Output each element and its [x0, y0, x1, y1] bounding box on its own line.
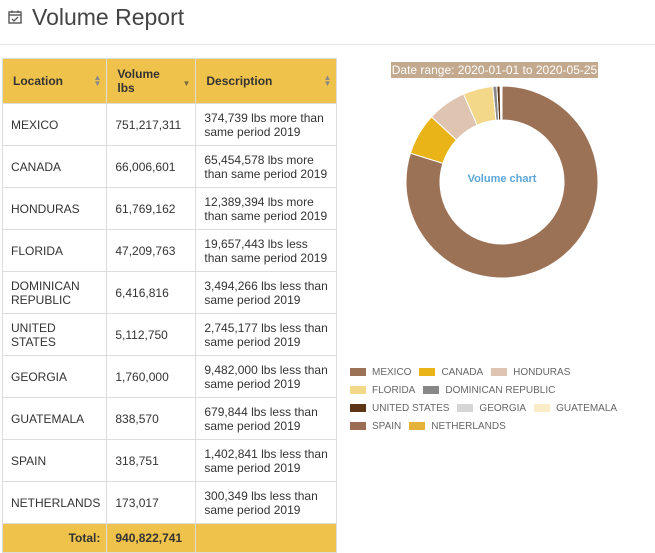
cell-volume: 61,769,162 [106, 187, 197, 230]
cell-location: HONDURAS [1, 187, 108, 230]
legend-swatch [419, 368, 436, 376]
pie-slice-florida[interactable] [462, 85, 497, 126]
legend-swatch [350, 386, 366, 394]
table-row: GUATEMALA 838,570 679,844 lbs less than sa… [1, 397, 338, 440]
cell-location: NETHERLANDS [1, 481, 108, 524]
table-row: NETHERLANDS 173,017 300,349 lbs less than … [1, 481, 338, 524]
sort-desc-icon: ▼ [182, 79, 191, 88]
legend-swatch [409, 422, 426, 430]
legend-item[interactable]: SPAIN [350, 420, 401, 432]
cell-location: DOMINICAN REPUBLIC [1, 271, 108, 314]
table-row: FLORIDA 47,209,763 19,657,443 lbs less tha… [1, 229, 338, 272]
legend-item[interactable]: FLORIDA [350, 384, 415, 396]
cell-location: SPAIN [1, 439, 108, 482]
cell-volume: 66,006,601 [106, 145, 197, 188]
cell-description: 3,494,266 lbs less than same period 2019 [195, 271, 338, 314]
chart-legend: MEXICO CANADA HONDURAS FLORIDA DOMINICAN REP… [350, 366, 650, 438]
legend-item[interactable]: GEORGIA [457, 402, 526, 414]
total-label: Total: [1, 523, 108, 553]
cell-volume: 47,209,763 [106, 229, 197, 272]
date-range-label: Date range: 2020-01-01 to 2020-05-25 [391, 62, 598, 78]
legend-swatch [457, 404, 474, 412]
table-row: DOMINICAN REPUBLIC 6,416,816 3,494,266 lbs… [1, 271, 338, 314]
legend-label: CANADA [441, 366, 484, 378]
column-header-label: Volume lbs [117, 67, 160, 95]
cell-volume: 173,017 [106, 481, 197, 524]
legend-swatch [350, 422, 366, 430]
pie-slice-canada[interactable] [409, 116, 458, 165]
table-row: UNITED STATES 5,112,750 2,745,177 lbs less… [1, 313, 338, 356]
legend-swatch [534, 404, 551, 412]
sort-icon: ▲ ▼ [93, 73, 102, 88]
cell-volume: 6,416,816 [106, 271, 197, 314]
cell-location: GUATEMALA [1, 397, 108, 440]
cell-description: 374,739 lbs more than same period 2019 [195, 103, 338, 146]
volume-table: Location ▲ ▼ Volume lbs ▼ Description ▲ ▼ … [1, 58, 338, 553]
cell-description: 65,454,578 lbs more than same period 201… [195, 145, 338, 188]
page-title: Volume Report [32, 3, 185, 30]
cell-description: 12,389,394 lbs more than same period 201… [195, 187, 338, 230]
cell-location: FLORIDA [1, 229, 108, 272]
report-header: Volume Report [8, 2, 184, 32]
legend-label: DOMINICAN REPUBLIC [445, 384, 556, 396]
legend-item[interactable]: MEXICO [350, 366, 411, 378]
legend-label: MEXICO [372, 366, 412, 378]
legend-item[interactable]: DOMINICAN REPUBLIC [423, 384, 555, 396]
pie-slice-honduras[interactable] [430, 93, 478, 141]
cell-volume: 751,217,311 [106, 103, 197, 146]
cell-description: 300,349 lbs less than same period 2019 [195, 481, 338, 524]
cell-volume: 1,760,000 [106, 355, 197, 398]
legend-label: GUATEMALA [556, 402, 618, 414]
table-row: HONDURAS 61,769,162 12,389,394 lbs more th… [1, 187, 338, 230]
table-row: MEXICO 751,217,311 374,739 lbs more than s… [1, 103, 338, 146]
column-header-volume[interactable]: Volume lbs ▼ [106, 58, 197, 104]
pie-slice-mexico[interactable] [405, 85, 599, 279]
chart-center-label: Volume chart [468, 173, 537, 185]
header-divider [0, 44, 655, 45]
calendar-check-icon [8, 10, 22, 24]
table-row: CANADA 66,006,601 65,454,578 lbs more than… [1, 145, 338, 188]
cell-location: CANADA [1, 145, 108, 188]
column-header-description[interactable]: Description ▲ ▼ [195, 58, 338, 104]
legend-item[interactable]: CANADA [419, 366, 483, 378]
legend-swatch [491, 368, 508, 376]
cell-description: 679,844 lbs less than same period 2019 [195, 397, 338, 440]
total-value: 940,822,741 [106, 523, 197, 553]
legend-label: NETHERLANDS [431, 420, 506, 432]
cell-volume: 5,112,750 [106, 313, 197, 356]
legend-item[interactable]: HONDURAS [491, 366, 570, 378]
cell-volume: 838,570 [106, 397, 197, 440]
cell-description: 2,745,177 lbs less than same period 2019 [195, 313, 338, 356]
legend-label: SPAIN [372, 420, 402, 432]
legend-item[interactable]: GUATEMALA [534, 402, 617, 414]
volume-donut-chart: Volume chart [405, 85, 599, 279]
table-header-row: Location ▲ ▼ Volume lbs ▼ Description ▲ ▼ [1, 58, 338, 104]
table-row: SPAIN 318,751 1,402,841 lbs less than same… [1, 439, 338, 482]
legend-swatch [350, 368, 366, 376]
cell-description: 19,657,443 lbs less than same period 201… [195, 229, 338, 272]
cell-volume: 318,751 [106, 439, 197, 482]
cell-location: MEXICO [1, 103, 108, 146]
column-header-label: Location [13, 74, 63, 88]
cell-description: 9,482,000 lbs less than same period 2019 [195, 355, 338, 398]
legend-swatch [350, 404, 366, 412]
legend-item[interactable]: NETHERLANDS [409, 420, 506, 432]
total-row: Total: 940,822,741 [1, 523, 338, 553]
table-row: GEORGIA 1,760,000 9,482,000 lbs less than … [1, 355, 338, 398]
cell-location: GEORGIA [1, 355, 108, 398]
legend-label: FLORIDA [372, 384, 416, 396]
legend-label: HONDURAS [513, 366, 571, 378]
cell-description: 1,402,841 lbs less than same period 2019 [195, 439, 338, 482]
column-header-location[interactable]: Location ▲ ▼ [1, 58, 108, 104]
column-header-label: Description [206, 74, 273, 88]
sort-icon: ▲ ▼ [323, 73, 332, 88]
cell-location: UNITED STATES [1, 313, 108, 356]
legend-label: UNITED STATES [372, 402, 450, 414]
legend-item[interactable]: UNITED STATES [350, 402, 449, 414]
legend-label: GEORGIA [479, 402, 527, 414]
total-empty-cell [195, 523, 338, 553]
legend-swatch [423, 386, 440, 394]
